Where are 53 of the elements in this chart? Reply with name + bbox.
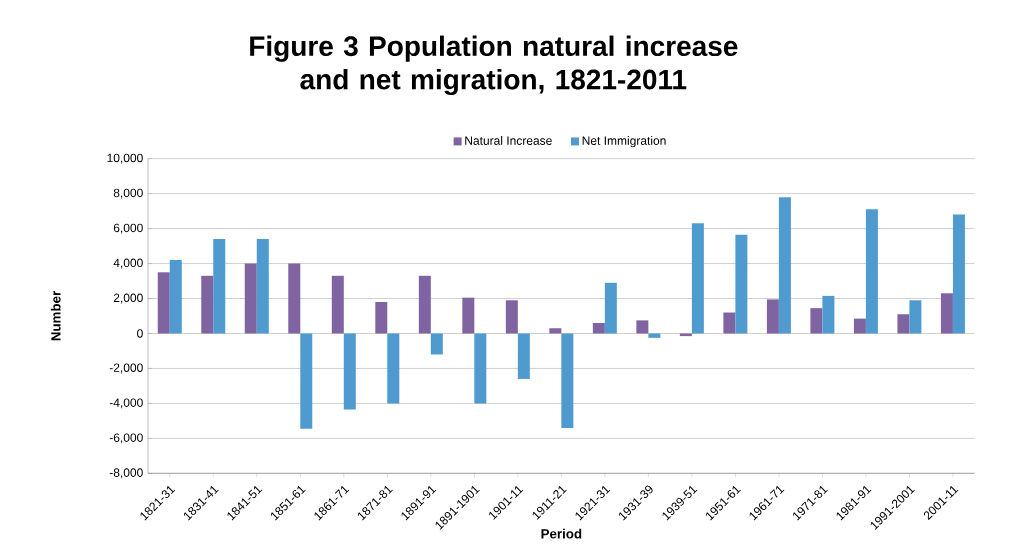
- y-tick-label: 10,000: [107, 153, 143, 164]
- bar: [723, 312, 736, 334]
- bar: [636, 320, 649, 334]
- bar: [592, 323, 605, 334]
- y-tick-label: 6,000: [113, 223, 143, 234]
- bar: [244, 263, 257, 334]
- bar: [474, 333, 487, 404]
- y-tick-label: -4,000: [109, 398, 143, 409]
- bar: [517, 333, 530, 380]
- bar: [157, 272, 170, 334]
- bar: [505, 300, 518, 334]
- bar: [375, 302, 388, 334]
- bar: [387, 333, 400, 404]
- bar: [561, 333, 574, 429]
- legend-label: Net Immigration: [582, 136, 666, 148]
- bar: [201, 275, 214, 334]
- bar: [343, 333, 356, 410]
- y-tick-label: -8,000: [109, 468, 143, 479]
- bar: [778, 197, 791, 334]
- chart-title: Figure 3 Population natural increase and net migration, 1821-2011: [250, 35, 738, 96]
- bar: [897, 314, 910, 334]
- legend-label: Natural Increase: [465, 136, 552, 146]
- y-tick-label: 4,000: [113, 258, 143, 269]
- bar: [822, 296, 835, 334]
- bar: [462, 297, 475, 334]
- bar: [679, 333, 692, 337]
- bar: [810, 308, 823, 334]
- y-tick-label: -6,000: [109, 433, 143, 444]
- bar: [288, 263, 301, 334]
- y-tick-label: 0: [137, 329, 143, 338]
- bar: [735, 234, 748, 334]
- bar: [549, 328, 562, 334]
- bar: [213, 239, 226, 334]
- bar: [909, 300, 922, 334]
- bar: [169, 260, 182, 334]
- bar: [648, 333, 661, 339]
- bar: [430, 333, 443, 355]
- bar: [766, 299, 779, 334]
- y-tick-label: -2,000: [109, 363, 143, 374]
- bar: [300, 333, 313, 429]
- y-tick-label: 8,000: [113, 188, 143, 199]
- bar: [256, 239, 269, 334]
- bar: [331, 275, 344, 334]
- bar: [865, 209, 878, 334]
- bar: [604, 282, 617, 334]
- x-axis-title: Period: [541, 528, 582, 539]
- bar: [853, 318, 866, 334]
- bar: [691, 223, 704, 334]
- y-axis-title: Number: [50, 291, 61, 341]
- bar: [952, 214, 965, 334]
- y-tick-label: 2,000: [113, 293, 143, 304]
- bar: [418, 275, 431, 334]
- bar: [940, 293, 953, 334]
